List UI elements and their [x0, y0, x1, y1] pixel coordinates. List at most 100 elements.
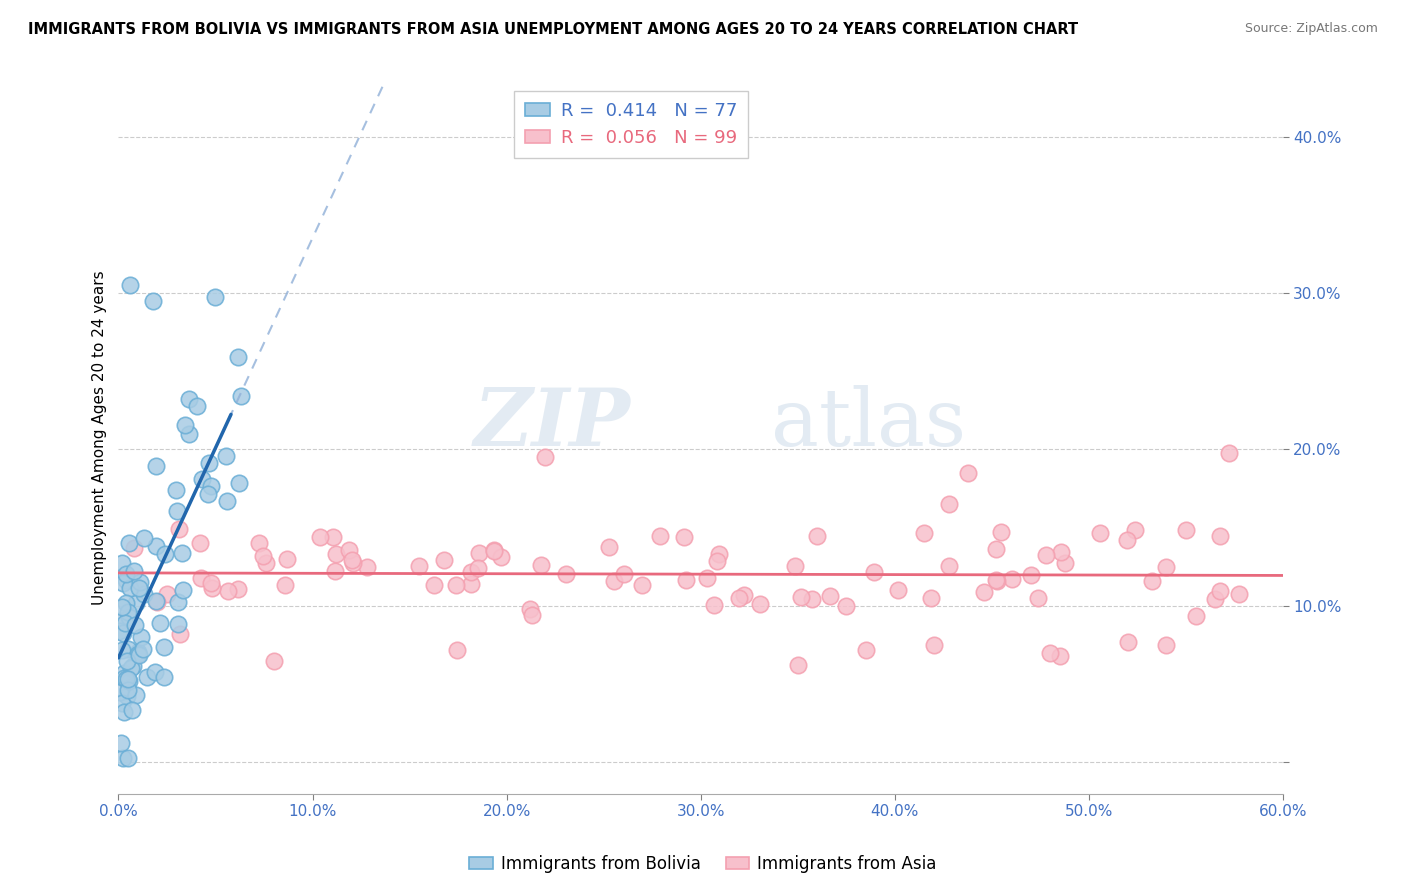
Text: ZIP: ZIP [474, 384, 631, 462]
Point [117, 609, 139, 624]
Point [117, 642, 139, 657]
Point [204, 290, 226, 304]
Point [197, 487, 219, 501]
Point [179, 392, 201, 406]
Point [263, 654, 285, 668]
Point [460, 576, 482, 591]
Point [114, 596, 136, 610]
Point [912, 525, 935, 540]
Point [433, 553, 456, 567]
Point [135, 670, 157, 684]
Point [132, 641, 155, 656]
Point [229, 389, 252, 403]
Point [460, 565, 482, 579]
Point [254, 556, 277, 570]
Point [1227, 587, 1250, 601]
Point [153, 670, 176, 684]
Point [173, 418, 195, 433]
Point [520, 607, 543, 622]
Point [489, 550, 512, 565]
Point [534, 450, 557, 465]
Point [696, 571, 718, 585]
Point [114, 672, 136, 686]
Point [922, 638, 945, 652]
Point [226, 350, 249, 364]
Point [112, 671, 135, 685]
Point [115, 653, 138, 667]
Point [177, 426, 200, 441]
Point [198, 456, 221, 470]
Point [957, 466, 980, 480]
Text: IMMIGRANTS FROM BOLIVIA VS IMMIGRANTS FROM ASIA UNEMPLOYMENT AMONG AGES 20 TO 24: IMMIGRANTS FROM BOLIVIA VS IMMIGRANTS FR… [28, 22, 1078, 37]
Point [938, 497, 960, 511]
Y-axis label: Unemployment Among Ages 20 to 24 years: Unemployment Among Ages 20 to 24 years [93, 270, 107, 605]
Point [153, 640, 176, 654]
Point [1039, 646, 1062, 660]
Point [887, 582, 910, 597]
Point [938, 559, 960, 574]
Point [128, 582, 150, 596]
Legend: R =  0.414   N = 77, R =  0.056   N = 99: R = 0.414 N = 77, R = 0.056 N = 99 [513, 91, 748, 158]
Point [920, 591, 942, 605]
Point [127, 647, 149, 661]
Point [446, 642, 468, 657]
Point [117, 672, 139, 686]
Point [117, 683, 139, 698]
Point [1115, 533, 1137, 547]
Point [529, 558, 551, 572]
Point [112, 626, 135, 640]
Point [598, 541, 620, 555]
Point [855, 642, 877, 657]
Point [337, 542, 360, 557]
Point [142, 293, 165, 308]
Point [1116, 635, 1139, 649]
Point [252, 549, 274, 563]
Point [1050, 545, 1073, 559]
Point [118, 581, 141, 595]
Point [863, 565, 886, 579]
Point [124, 688, 146, 702]
Point [120, 278, 142, 293]
Point [145, 458, 167, 473]
Point [121, 703, 143, 717]
Point [172, 583, 194, 598]
Point [166, 595, 188, 609]
Point [1204, 592, 1226, 607]
Point [118, 536, 141, 550]
Text: Source: ZipAtlas.com: Source: ZipAtlas.com [1244, 22, 1378, 36]
Point [1019, 568, 1042, 582]
Point [117, 605, 139, 619]
Point [118, 674, 141, 689]
Point [127, 645, 149, 659]
Point [226, 582, 249, 596]
Point [648, 529, 671, 543]
Point [323, 564, 346, 578]
Point [166, 504, 188, 518]
Point [111, 696, 134, 710]
Point [166, 483, 188, 497]
Point [111, 575, 134, 590]
Point [156, 586, 179, 600]
Text: atlas: atlas [770, 384, 966, 463]
Point [247, 536, 270, 550]
Point [1140, 574, 1163, 589]
Point [129, 574, 152, 589]
Point [143, 665, 166, 679]
Point [191, 471, 214, 485]
Point [733, 588, 755, 602]
Point [630, 577, 652, 591]
Point [117, 690, 139, 704]
Point [554, 566, 576, 581]
Point [1154, 560, 1177, 574]
Point [124, 541, 146, 556]
Point [120, 660, 142, 674]
Point [215, 449, 238, 463]
Point [112, 706, 135, 720]
Point [145, 595, 167, 609]
Point [217, 583, 239, 598]
Point [675, 574, 697, 588]
Point [322, 530, 344, 544]
Point [201, 581, 224, 595]
Point [145, 593, 167, 607]
Point [110, 685, 132, 699]
